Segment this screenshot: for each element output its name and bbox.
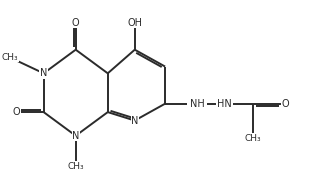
- Text: O: O: [281, 99, 289, 109]
- Text: N: N: [40, 68, 47, 78]
- Text: OH: OH: [127, 18, 142, 28]
- Text: O: O: [72, 18, 80, 28]
- Text: HN: HN: [217, 99, 232, 109]
- Text: CH₃: CH₃: [67, 162, 84, 171]
- Text: N: N: [131, 116, 138, 125]
- Text: CH₃: CH₃: [244, 134, 261, 143]
- Text: CH₃: CH₃: [2, 53, 18, 62]
- Text: N: N: [72, 131, 80, 141]
- Text: O: O: [13, 107, 21, 117]
- Text: NH: NH: [190, 99, 204, 109]
